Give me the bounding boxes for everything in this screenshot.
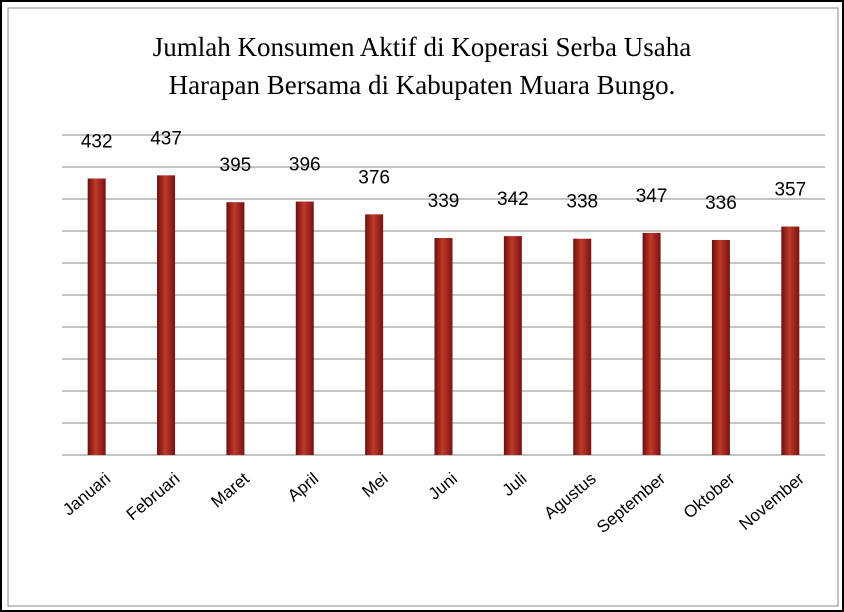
bar [781, 226, 800, 455]
bar [573, 238, 592, 455]
bar [157, 175, 176, 455]
data-label: 376 [358, 167, 390, 188]
bar [87, 178, 106, 455]
chart-title: Jumlah Konsumen Aktif di Koperasi Serba … [153, 32, 691, 62]
data-label: 357 [774, 180, 806, 201]
data-label: 336 [705, 193, 737, 214]
bar [642, 232, 661, 455]
bar [295, 201, 314, 455]
bar [434, 238, 453, 455]
data-label: 342 [497, 189, 529, 210]
data-label: 347 [636, 186, 668, 207]
bar [226, 202, 245, 455]
bar [711, 239, 730, 455]
data-label: 432 [81, 132, 113, 153]
bar [365, 214, 384, 455]
data-label: 437 [150, 128, 182, 149]
data-label: 396 [289, 155, 321, 176]
data-label: 339 [428, 191, 460, 212]
bar [503, 236, 522, 455]
chart-title: Harapan Bersama di Kabupaten Muara Bungo… [169, 70, 676, 100]
data-label: 395 [220, 155, 252, 176]
data-label: 338 [566, 192, 598, 213]
chart-frame [7, 7, 839, 607]
